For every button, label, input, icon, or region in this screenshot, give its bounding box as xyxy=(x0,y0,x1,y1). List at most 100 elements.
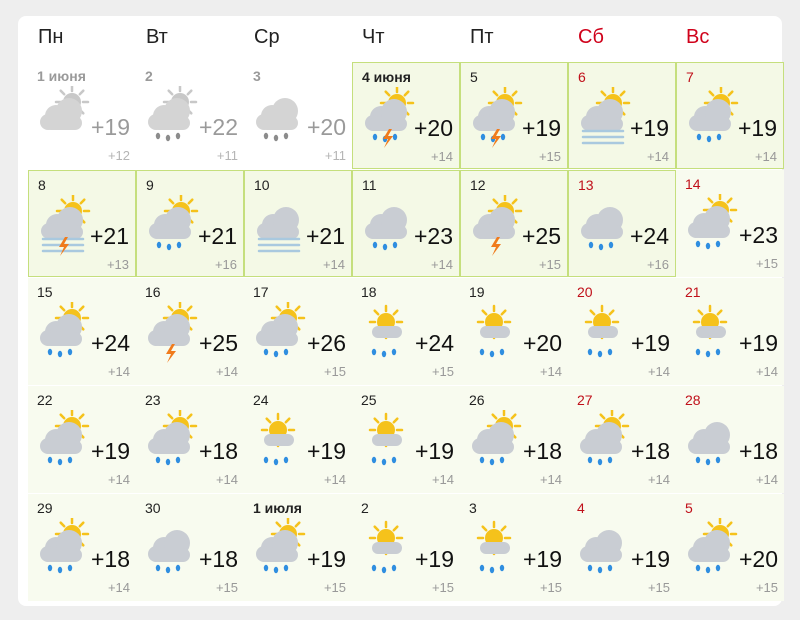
night-temp: +11 xyxy=(324,148,346,163)
night-temp: +15 xyxy=(539,580,562,595)
night-temp: +14 xyxy=(107,364,130,379)
date: 8 xyxy=(38,177,46,193)
day-temp: +23 xyxy=(413,223,453,249)
day-temp: +19 xyxy=(90,438,130,464)
day-temp: +19 xyxy=(522,546,562,572)
day-temp: +20 xyxy=(306,114,346,140)
day-temp: +19 xyxy=(306,438,346,464)
day-temp: +19 xyxy=(630,546,670,572)
day-cell: 12 +25 +15 xyxy=(460,170,568,277)
date: 20 xyxy=(577,284,593,300)
day-cell: 22 +19 +14 xyxy=(28,386,136,493)
date: 13 xyxy=(578,177,594,193)
date: 22 xyxy=(37,392,53,408)
day-temp: +21 xyxy=(305,223,345,249)
weather-icon xyxy=(40,302,90,358)
day-temp: +19 xyxy=(90,114,130,140)
night-temp: +15 xyxy=(647,580,670,595)
date: 25 xyxy=(361,392,377,408)
date: 9 xyxy=(146,177,154,193)
weather-icon xyxy=(257,207,301,253)
date: 4 xyxy=(577,500,585,516)
night-temp: +14 xyxy=(215,472,238,487)
night-temp: +15 xyxy=(538,257,561,272)
weather-icon xyxy=(148,410,198,466)
day-cell: 29 +18 +14 xyxy=(28,494,136,601)
day-cell: 23 +18 +14 xyxy=(136,386,244,493)
weather-icon xyxy=(256,98,298,142)
date: 3 xyxy=(469,500,477,516)
day-cell: 27 +18 +14 xyxy=(568,386,676,493)
weather-icon xyxy=(256,518,306,574)
day-temp: +18 xyxy=(198,438,238,464)
day-cell: 1 июля +19 +15 xyxy=(244,494,352,601)
day-cell: 30 +18 +15 xyxy=(136,494,244,601)
day-cell: 6 +19 +14 xyxy=(568,62,676,169)
weather-icon xyxy=(473,195,523,256)
night-temp: +12 xyxy=(107,148,130,163)
date: 7 xyxy=(686,69,694,85)
date: 5 xyxy=(685,500,693,516)
weather-icon xyxy=(688,422,730,466)
day-cell: 20 +19 +14 xyxy=(568,278,676,385)
night-temp: +15 xyxy=(431,580,454,595)
weather-icon xyxy=(476,304,512,358)
night-temp: +14 xyxy=(107,472,130,487)
night-temp: +14 xyxy=(215,364,238,379)
day-cell: 7 +19 +14 xyxy=(676,62,784,169)
weather-icon xyxy=(581,207,623,251)
weather-icon xyxy=(368,304,404,358)
weekday: Пн xyxy=(38,26,64,48)
date: 24 xyxy=(253,392,269,408)
date: 1 июня xyxy=(37,68,86,84)
night-temp: +16 xyxy=(214,257,237,272)
day-temp: +19 xyxy=(414,546,454,572)
day-temp: +19 xyxy=(414,438,454,464)
day-cell: 11 +23 +14 xyxy=(352,170,460,277)
date: 10 xyxy=(254,177,270,193)
weekday: Сб xyxy=(578,26,604,48)
weather-icon xyxy=(473,87,523,148)
day-temp: +18 xyxy=(90,546,130,572)
night-temp: +15 xyxy=(755,256,778,271)
day-temp: +18 xyxy=(522,438,562,464)
night-temp: +11 xyxy=(216,148,238,163)
day-cell: 2 +19 +15 xyxy=(352,494,460,601)
day-cell: 4 +19 +15 xyxy=(568,494,676,601)
day-temp: +19 xyxy=(629,115,669,141)
weather-icon xyxy=(365,87,415,148)
date: 28 xyxy=(685,392,701,408)
date: 6 xyxy=(578,69,586,85)
date: 30 xyxy=(145,500,161,516)
day-temp: +25 xyxy=(198,330,238,356)
date: 5 xyxy=(470,69,478,85)
date: 18 xyxy=(361,284,377,300)
day-cell: 16 +25 +14 xyxy=(136,278,244,385)
night-temp: +14 xyxy=(431,472,454,487)
day-temp: +22 xyxy=(198,114,238,140)
night-temp: +14 xyxy=(755,472,778,487)
night-temp: +14 xyxy=(646,149,669,164)
day-cell: 28 +18 +14 xyxy=(676,386,784,493)
date: 29 xyxy=(37,500,53,516)
night-temp: +15 xyxy=(323,580,346,595)
weather-icon xyxy=(581,87,631,145)
day-cell: 13 +24 +16 xyxy=(568,170,676,277)
weekday: Вт xyxy=(146,26,168,48)
day-cell: 21 +19 +14 xyxy=(676,278,784,385)
day-cell: 17 +26 +15 xyxy=(244,278,352,385)
date: 19 xyxy=(469,284,485,300)
weather-icon xyxy=(692,304,728,358)
day-cell: 9 +21 +16 xyxy=(136,170,244,277)
day-temp: +19 xyxy=(521,115,561,141)
night-temp: +13 xyxy=(106,257,129,272)
weather-icon xyxy=(688,194,738,250)
weekday: Ср xyxy=(254,26,280,48)
day-cell: 3 +20 +11 xyxy=(244,62,352,169)
night-temp: +16 xyxy=(646,257,669,272)
day-cell: 25 +19 +14 xyxy=(352,386,460,493)
weekday: Чт xyxy=(362,26,385,48)
weather-icon xyxy=(580,530,622,574)
weekday: Вс xyxy=(686,26,710,48)
